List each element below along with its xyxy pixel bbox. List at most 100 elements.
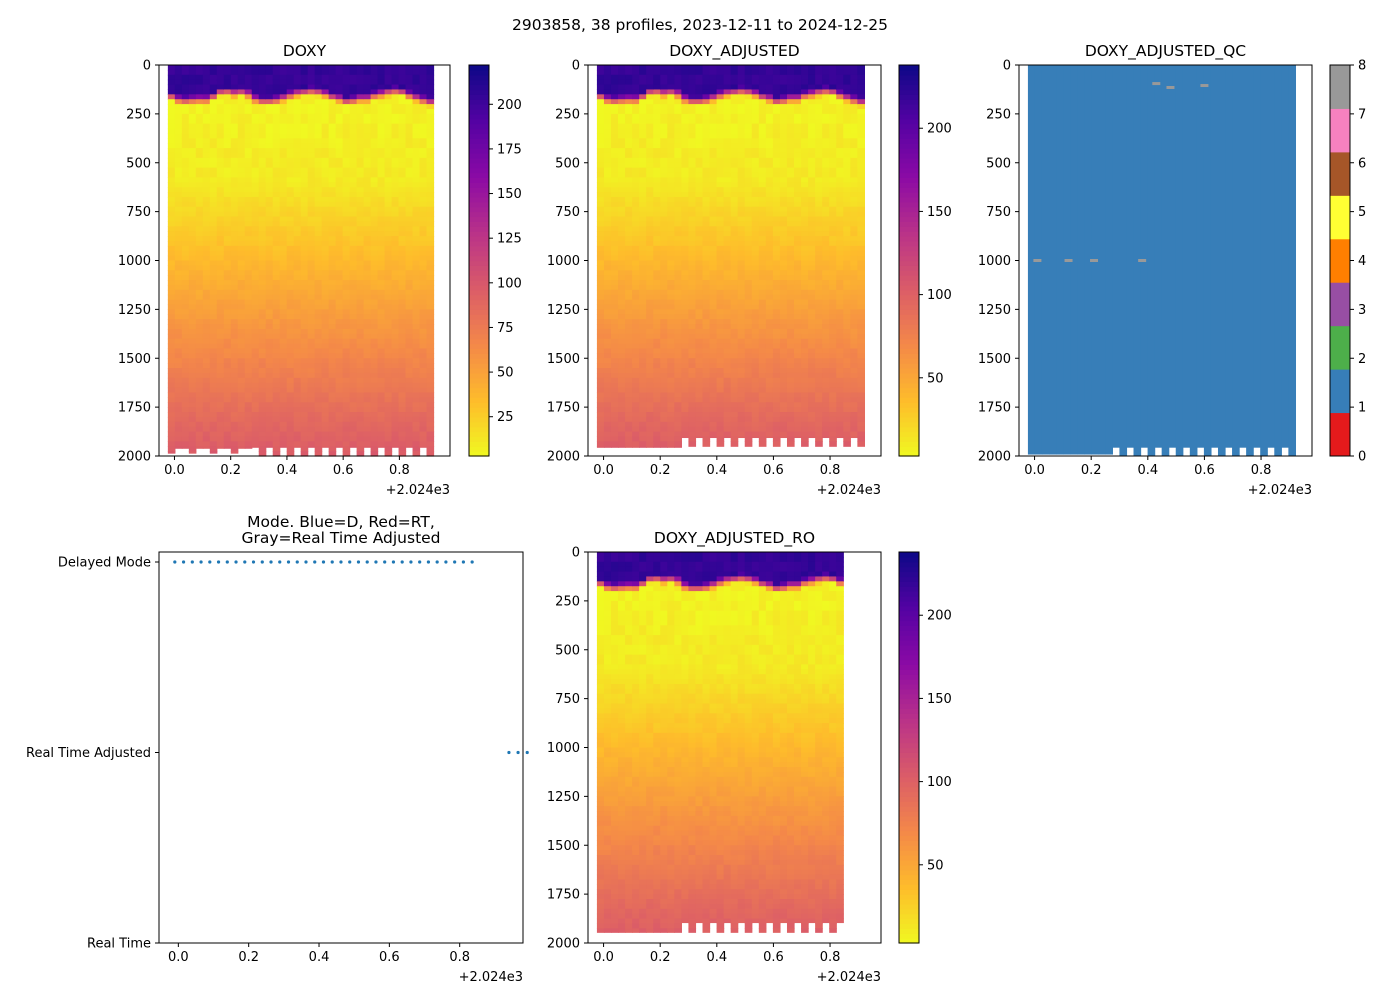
heatmap-cell [419, 245, 428, 252]
heatmap-cell [596, 65, 605, 71]
heatmap-cell [660, 123, 668, 130]
heatmap-cell [632, 216, 640, 222]
heatmap-cell [216, 275, 225, 281]
heatmap-cell [342, 407, 351, 413]
heatmap-cell [307, 343, 316, 350]
heatmap-cell [321, 421, 330, 428]
heatmap-cell [646, 123, 654, 130]
heatmap-cell [730, 128, 739, 135]
heatmap-cell [667, 206, 675, 213]
heatmap-cell [610, 333, 619, 340]
heatmap-cell [258, 397, 267, 403]
heatmap-cell [716, 65, 725, 71]
heatmap-cell [674, 226, 682, 232]
heatmap-cell [426, 343, 435, 350]
heatmap-cell [391, 182, 400, 188]
heatmap-cell [419, 421, 428, 428]
heatmap-cell [349, 387, 358, 394]
heatmap-cell [723, 333, 732, 340]
heatmap-cell [632, 143, 640, 149]
colorbar-segment [469, 382, 489, 389]
heatmap-cell [660, 133, 668, 139]
heatmap-cell [265, 162, 274, 169]
heatmap-cell [639, 397, 647, 403]
heatmap-cell [349, 299, 358, 306]
heatmap-cell [419, 157, 428, 164]
heatmap-cell [363, 431, 372, 438]
heatmap-cell [377, 177, 386, 183]
heatmap-cell [223, 182, 232, 188]
heatmap-cell [639, 182, 647, 188]
heatmap-cell [377, 265, 386, 271]
heatmap-cell [646, 250, 654, 257]
heatmap-cell [618, 148, 626, 154]
heatmap-cell [244, 231, 253, 237]
heatmap-cell [237, 206, 246, 213]
heatmap-cell [349, 187, 358, 193]
heatmap-cell [688, 260, 697, 266]
heatmap-cell [195, 289, 204, 296]
heatmap-cell [328, 240, 337, 247]
heatmap-cell [300, 265, 309, 271]
heatmap-cell [202, 348, 211, 354]
heatmap-cell [667, 196, 675, 203]
heatmap-cell [181, 392, 190, 398]
heatmap-cell [244, 172, 253, 179]
heatmap-cell [286, 250, 295, 257]
heatmap-cell [307, 192, 316, 198]
heatmap-cell [321, 192, 330, 198]
heatmap-cell [681, 284, 690, 291]
heatmap-cell [737, 172, 746, 179]
heatmap-cell [230, 118, 239, 125]
heatmap-cell [377, 284, 386, 291]
heatmap-cell [251, 441, 260, 447]
heatmap-cell [202, 353, 211, 359]
heatmap-cell [646, 299, 654, 306]
heatmap-cell [314, 446, 323, 452]
heatmap-cell [363, 94, 372, 100]
heatmap-cell [293, 441, 302, 447]
heatmap-cell [293, 319, 302, 325]
heatmap-cell [737, 245, 746, 252]
heatmap-cell [251, 245, 260, 252]
heatmap-cell [744, 436, 753, 442]
heatmap-cell [328, 157, 337, 164]
heatmap-cell [202, 128, 211, 135]
x-tick-label: 0.4 [277, 463, 298, 478]
heatmap-cell [167, 108, 176, 115]
heatmap-cell [384, 382, 393, 389]
heatmap-cell [363, 196, 372, 203]
heatmap-cell [618, 196, 626, 203]
heatmap-cell [188, 221, 197, 227]
heatmap-cell [667, 412, 675, 418]
heatmap-cell [328, 128, 337, 135]
heatmap-cell [342, 231, 351, 237]
heatmap-cell [391, 236, 400, 242]
heatmap-cell [349, 441, 358, 447]
heatmap-cell [716, 177, 725, 183]
heatmap-cell [596, 431, 605, 438]
heatmap-cell [216, 152, 225, 159]
heatmap-cell [384, 74, 393, 81]
heatmap-cell [188, 265, 197, 271]
heatmap-cell [681, 172, 690, 179]
heatmap-cell [412, 353, 421, 359]
heatmap-cell [674, 196, 682, 203]
heatmap-cell [286, 69, 295, 76]
heatmap-cell [237, 182, 246, 188]
heatmap-cell [618, 328, 626, 335]
heatmap-cell [744, 392, 753, 398]
heatmap-cell [391, 226, 400, 232]
heatmap-cell [167, 416, 176, 423]
heatmap-cell [405, 206, 414, 213]
heatmap-cell [314, 387, 323, 394]
heatmap-cell [737, 324, 746, 330]
heatmap-cell [603, 299, 612, 306]
heatmap-cell [209, 211, 218, 218]
heatmap-cell [702, 240, 711, 247]
heatmap-cell [681, 260, 690, 266]
heatmap-cell [279, 402, 288, 408]
heatmap-cell [321, 143, 330, 149]
heatmap-cell [216, 280, 225, 286]
heatmap-cell [596, 299, 605, 306]
